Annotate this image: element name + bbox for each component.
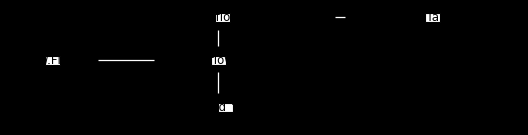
Text: graph_flow.TargetedFlow: graph_flow.TargetedFlow xyxy=(359,11,505,23)
FancyBboxPatch shape xyxy=(425,13,439,21)
Text: unordered_flow.Flow: unordered_flow.Flow xyxy=(165,100,285,114)
Text: flow.Flow: flow.Flow xyxy=(25,53,79,67)
FancyBboxPatch shape xyxy=(214,13,230,21)
Text: linear_flow.Flow: linear_flow.Flow xyxy=(172,53,265,67)
FancyBboxPatch shape xyxy=(44,55,60,65)
Text: graph_flow.Flow: graph_flow.Flow xyxy=(175,11,269,23)
FancyBboxPatch shape xyxy=(211,55,225,65)
FancyBboxPatch shape xyxy=(218,102,232,112)
